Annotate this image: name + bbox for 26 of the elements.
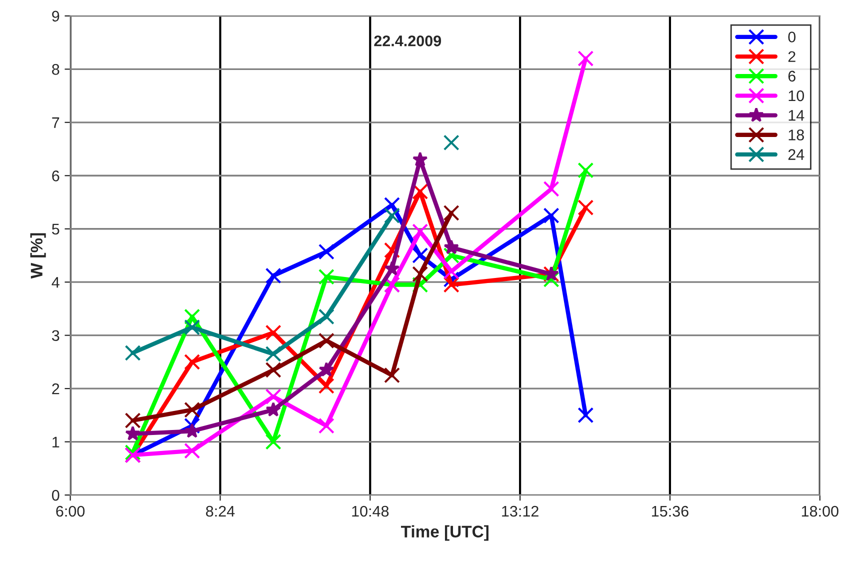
legend-label: 6: [788, 70, 796, 82]
annotation: 22.4.2009: [374, 36, 442, 46]
y-axis-title: W [%]: [30, 233, 46, 279]
x-tick-label: 18:00: [802, 506, 838, 517]
legend-label: 10: [788, 90, 804, 102]
y-tick-label: 5: [52, 224, 60, 235]
x-tick-label: 8:24: [206, 506, 235, 517]
x-tick-label: 13:12: [502, 506, 538, 517]
legend-label: 2: [788, 51, 796, 62]
y-tick-label: 6: [52, 170, 60, 182]
y-tick-label: 8: [52, 64, 60, 75]
x-tick-label: 10:48: [352, 506, 389, 517]
y-tick-label: 0: [52, 490, 60, 501]
legend-label: 14: [788, 110, 804, 121]
x-tick-label: 15:36: [652, 506, 688, 517]
y-tick-label: 2: [52, 383, 60, 394]
x-axis-title: Time [UTC]: [400, 525, 488, 541]
legend-label: 0: [788, 32, 796, 42]
legend-label: 18: [788, 130, 804, 140]
legend-label: 24: [788, 149, 804, 160]
x-tick-label: 6:00: [56, 506, 85, 517]
y-tick-label: 9: [52, 10, 60, 22]
y-tick-label: 7: [52, 117, 60, 128]
y-tick-label: 1: [52, 436, 60, 448]
y-tick-label: 3: [52, 330, 60, 342]
y-tick-label: 4: [52, 277, 60, 288]
